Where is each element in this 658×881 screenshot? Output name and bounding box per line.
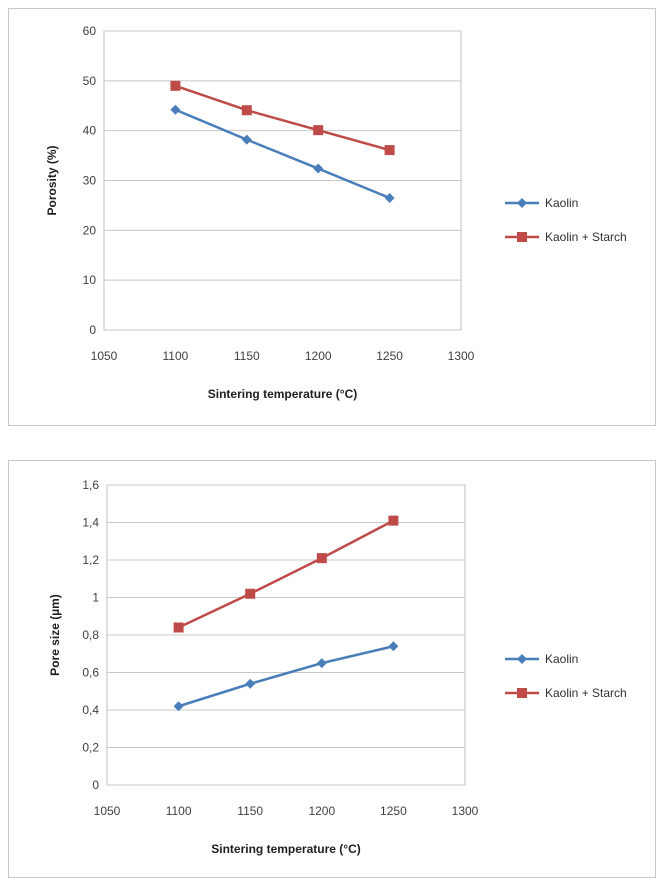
legend-label: Kaolin <box>545 652 578 666</box>
legend-marker <box>517 654 527 664</box>
y-tick-label: 0,8 <box>82 628 99 642</box>
x-tick-label: 1100 <box>162 349 188 363</box>
series-line-1 <box>174 108 391 200</box>
y-tick-label: 0,2 <box>82 741 99 755</box>
y-tick-label: 1,4 <box>82 516 99 530</box>
data-point <box>313 125 324 136</box>
x-tick-label: 1300 <box>448 349 475 363</box>
series-line-1 <box>178 645 394 708</box>
data-point <box>316 553 327 564</box>
y-tick-label: 50 <box>83 74 97 88</box>
y-tick-label: 60 <box>83 24 97 38</box>
data-point <box>173 701 184 712</box>
data-point <box>170 80 181 91</box>
legend-label: Kaolin + Starch <box>545 686 627 700</box>
y-tick-label: 1 <box>92 591 99 605</box>
legend-marker <box>517 232 527 242</box>
pore-size-chart-svg: 0 0,2 0,4 0,6 0,8 1 1,2 1,4 1,6 1050 1100 1150 1200 1… <box>48 478 627 856</box>
x-axis-title: Sintering temperature (°C) <box>208 387 357 401</box>
pore-size-chart: 0 0,2 0,4 0,6 0,8 1 1,2 1,4 1,6 1050 1100 1150 1200 1… <box>8 460 656 878</box>
series-line-2 <box>174 84 390 152</box>
y-tick-label: 0 <box>89 323 96 337</box>
data-point <box>316 658 327 669</box>
x-tick-label: 1150 <box>234 349 260 363</box>
y-axis-title: Pore size (µm) <box>48 594 62 676</box>
y-tick-label: 30 <box>83 174 97 188</box>
legend-label: Kaolin <box>545 196 578 210</box>
x-tick-label: 1050 <box>94 804 121 818</box>
porosity-chart-svg: 0 10 20 30 40 50 60 1050 1100 1150 1200 1250 1300 Sin… <box>45 24 627 401</box>
x-tick-label: 1200 <box>308 804 335 818</box>
data-point <box>241 134 252 145</box>
data-point <box>241 105 252 116</box>
x-axis-title: Sintering temperature (°C) <box>211 842 360 856</box>
data-point <box>313 163 324 174</box>
x-tick-label: 1300 <box>452 804 479 818</box>
y-tick-label: 40 <box>83 124 97 138</box>
y-tick-label: 1,2 <box>82 553 99 567</box>
legend-marker <box>517 198 527 208</box>
x-tick-label: 1050 <box>91 349 118 363</box>
y-tick-label: 0,6 <box>82 666 99 680</box>
porosity-chart: 0 10 20 30 40 50 60 1050 1100 1150 1200 1250 1300 Sin… <box>8 8 656 426</box>
x-tick-label: 1250 <box>380 804 407 818</box>
legend-marker <box>517 688 527 698</box>
data-point <box>245 678 256 689</box>
y-axis-title: Porosity (%) <box>45 145 59 215</box>
legend-label: Kaolin + Starch <box>545 230 627 244</box>
y-tick-label: 20 <box>83 223 97 237</box>
data-point <box>170 104 181 115</box>
data-point <box>384 145 395 156</box>
y-tick-label: 0 <box>92 778 99 792</box>
y-tick-label: 1,6 <box>82 478 99 492</box>
x-tick-label: 1150 <box>237 804 263 818</box>
x-tick-label: 1100 <box>166 804 192 818</box>
x-tick-label: 1200 <box>305 349 332 363</box>
x-tick-label: 1250 <box>376 349 403 363</box>
data-point <box>388 641 399 652</box>
data-point <box>384 192 395 203</box>
data-point <box>173 622 184 633</box>
data-point <box>388 515 399 526</box>
data-point <box>245 588 256 599</box>
y-tick-label: 0,4 <box>82 703 99 717</box>
series-line-2 <box>178 519 394 629</box>
y-tick-label: 10 <box>83 273 97 287</box>
